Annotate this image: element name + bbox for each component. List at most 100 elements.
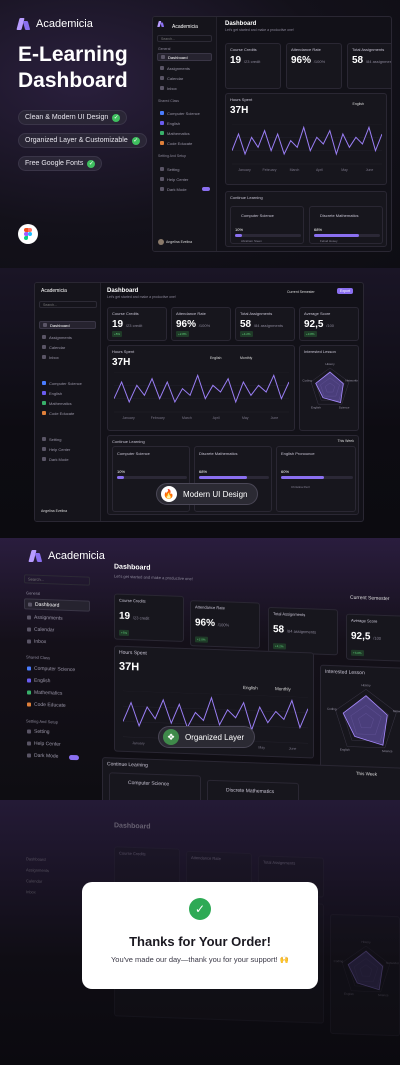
hours-series-line [123, 696, 308, 732]
sidebar-item-dashboard[interactable]: Dashboard [157, 53, 212, 61]
sidebar-item-class[interactable]: English [39, 389, 96, 397]
stat-card[interactable]: Total Assignments 58 /84 assignments +4.2% [235, 307, 295, 341]
sidebar-item-inbox[interactable]: Inbox [39, 353, 96, 361]
logo-icon [158, 21, 164, 27]
stat-card[interactable]: Course Credits 19 /23 credit +5% [114, 593, 184, 642]
progress-bar [235, 234, 301, 237]
sidebar-item-class[interactable]: Mathematics [24, 687, 90, 699]
radar-area [342, 695, 388, 746]
language-select[interactable]: English [352, 102, 364, 106]
search-input[interactable]: Search... [24, 574, 90, 586]
interested-lesson-card: Interested Lesson HistoryNetworkingScien… [299, 345, 359, 431]
language-select[interactable]: English [210, 356, 222, 360]
week-select[interactable]: This Week [337, 439, 354, 443]
dark-mode-toggle[interactable] [202, 187, 210, 191]
sidebar-item-help[interactable]: Help Center [157, 175, 212, 183]
export-button[interactable]: Export [337, 288, 354, 294]
stat-card[interactable]: Attendance Rate 96% /100% +2.8% [190, 600, 260, 649]
stat-card[interactable]: Average Score 92,5 /100 +3.8% [346, 613, 400, 663]
course-card[interactable]: Computer Science 10% [112, 446, 190, 512]
x-tick-label: January [122, 416, 135, 420]
course-card[interactable]: Computer Science [109, 772, 201, 800]
sidebar-item-calendar[interactable]: Calendar [24, 624, 90, 636]
hero-title: E-Learning Dashboard [18, 42, 128, 94]
menu-section-label: General [158, 47, 171, 51]
course-card[interactable]: Computer Science 10% Abraham Steen [230, 206, 304, 244]
sidebar-item-inbox[interactable]: Inbox [24, 636, 90, 648]
sidebar-item-class[interactable]: Mathematics [157, 129, 212, 137]
dark-mode-toggle[interactable] [69, 754, 80, 760]
radar-axis-label: History [325, 362, 335, 366]
brand-name: Academicia [36, 18, 93, 30]
radar-grid [358, 712, 374, 729]
sidebar-item-class[interactable]: Computer Science [157, 109, 212, 117]
sidebar-item-assignments[interactable]: Assignments [39, 333, 96, 341]
sidebar-item-assignments[interactable]: Assignments [24, 612, 90, 624]
course-card[interactable]: Discrete Mathematics 68% Feliud Hosey [309, 206, 383, 244]
period-select[interactable]: Monthly [275, 686, 291, 692]
radar-axis-label: Coding [334, 959, 344, 963]
sidebar-item-darkmode[interactable]: Dark Mode [24, 750, 90, 762]
stat-card[interactable]: Average Score 92,5 /100 +3.8% [299, 307, 359, 341]
sidebar-item-class[interactable]: Code Educate [157, 139, 212, 147]
sidebar-item-darkmode[interactable]: Dark Mode [157, 185, 212, 193]
semester-select[interactable]: Current Semester [287, 290, 315, 294]
progress-bar [199, 476, 269, 479]
search-input[interactable]: Search... [157, 35, 212, 42]
feature-pill: Free Google Fonts ✓ [18, 156, 103, 171]
preview-section-3: Academicia Search... General Dashboard A… [0, 538, 400, 800]
sidebar-item-setting[interactable]: Setting [24, 726, 90, 738]
page-subtitle: Let's get started and make a productive … [114, 573, 193, 582]
sidebar-item-calendar[interactable]: Calendar [39, 343, 96, 351]
sidebar-item-setting[interactable]: Setting [157, 165, 212, 173]
sidebar-item-dashboard[interactable]: Dashboard [24, 598, 90, 612]
sidebar-item-class[interactable]: English [157, 119, 212, 127]
feature-label: Free Google Fonts [25, 160, 84, 167]
sidebar-item-darkmode[interactable]: Dark Mode [39, 455, 96, 463]
stat-card[interactable]: Course Credits 19 /23 credit [225, 43, 281, 89]
stat-card[interactable]: Attendance Rate 96% /100% +2.8% [171, 307, 231, 341]
radar-axis-label: Coding [327, 707, 337, 711]
radar-axis-label: English [311, 405, 321, 409]
language-select[interactable]: English [243, 684, 258, 691]
hero-title-line1: E-Learning [18, 43, 128, 66]
stat-card[interactable]: Course Credits 19 /23 credit +5% [107, 307, 167, 341]
sidebar-item-class[interactable]: English [24, 675, 90, 687]
radar-grid [359, 964, 373, 977]
sidebar-item-inbox[interactable]: Inbox [157, 84, 212, 92]
course-card[interactable]: English Pronounce 60% Christina Perri [276, 446, 356, 512]
fire-icon: 🔥 [161, 486, 177, 502]
feature-label: Clean & Modern UI Design [25, 114, 109, 121]
sidebar-item-setting[interactable]: Setting [39, 435, 96, 443]
sidebar-item-class[interactable]: Code Educate [24, 699, 90, 711]
hours-series-line [114, 373, 289, 404]
sidebar-item-class[interactable]: Computer Science [24, 663, 90, 675]
sidebar-item-help[interactable]: Help Center [39, 445, 96, 453]
sidebar-item-dashboard[interactable]: Dashboard [39, 321, 96, 329]
stat-card[interactable]: Attendance Rate 96% /100% [286, 43, 342, 89]
sidebar-item-calendar[interactable]: Calendar [157, 74, 212, 82]
stat-card[interactable]: Total Assignments 58 /84 assignments +4.2% [268, 606, 338, 656]
sidebar-item-inbox[interactable]: Inbox [26, 889, 36, 895]
dashboard-preview: Academicia Search... General Dashboard A… [152, 16, 392, 252]
sidebar-item-class[interactable]: Code Educate [39, 409, 96, 417]
semester-select[interactable]: Current Semester [350, 594, 390, 603]
page-title: Dashboard [225, 21, 257, 27]
search-input[interactable]: Search... [39, 301, 97, 308]
sidebar-item-assignments[interactable]: Assignments [157, 64, 212, 72]
radar-axis-label: History [361, 940, 371, 944]
radar-grid [324, 382, 336, 393]
sidebar-item-help[interactable]: Help Center [24, 738, 90, 750]
stat-card[interactable]: Total Assignments 58 /84 assignments [347, 43, 391, 89]
sidebar-item-class[interactable]: Mathematics [39, 399, 96, 407]
radar-axis-label: Science [382, 749, 393, 753]
avatar[interactable] [158, 239, 164, 245]
radar-axis-label: Networking [386, 961, 399, 966]
sidebar-item-class[interactable]: Computer Science [39, 379, 96, 387]
week-select[interactable]: This Week [355, 770, 377, 777]
x-tick-label: June [289, 747, 297, 751]
course-card[interactable]: Discrete Mathematics [207, 779, 299, 800]
course-author: Abraham Steen [241, 239, 262, 243]
period-select[interactable]: Monthly [240, 356, 253, 360]
hero-section: Academicia E-Learning Dashboard Clean & … [0, 0, 400, 268]
